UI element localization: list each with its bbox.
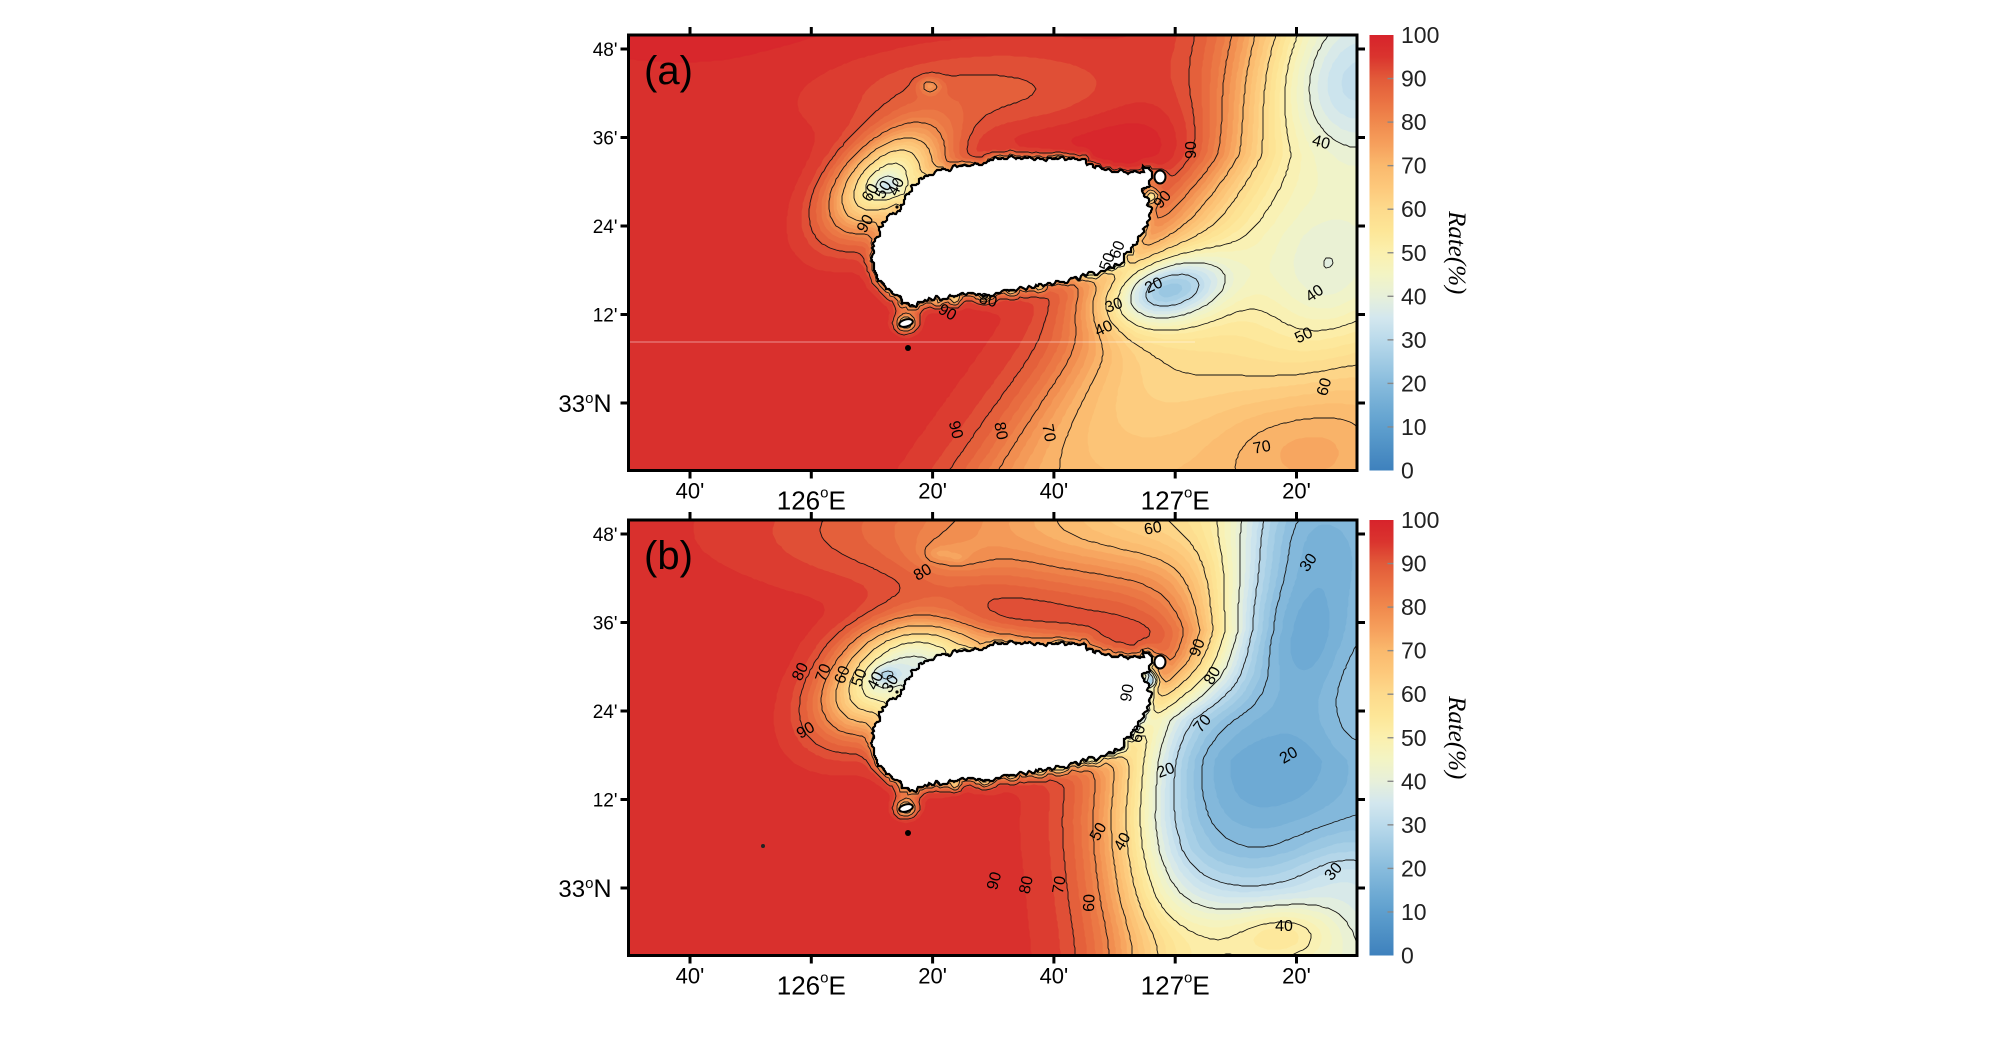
svg-text:90: 90: [935, 301, 959, 325]
svg-text:50: 50: [849, 667, 871, 690]
svg-text:60: 60: [832, 664, 854, 687]
svg-text:60: 60: [1401, 196, 1427, 222]
svg-text:70: 70: [1038, 423, 1058, 444]
svg-text:40: 40: [1310, 132, 1332, 153]
svg-text:(a): (a): [644, 49, 693, 93]
svg-text:50: 50: [1292, 324, 1315, 347]
svg-text:50: 50: [1097, 251, 1119, 274]
svg-text:100: 100: [1401, 22, 1439, 48]
svg-text:0: 0: [1401, 458, 1414, 484]
svg-text:50: 50: [872, 178, 896, 202]
svg-text:33oN: 33oN: [558, 390, 611, 418]
svg-text:50: 50: [1401, 725, 1427, 751]
svg-text:12': 12': [593, 306, 618, 327]
svg-text:20: 20: [1155, 760, 1178, 782]
svg-text:40: 40: [1275, 918, 1293, 935]
svg-text:48': 48': [593, 525, 618, 546]
svg-text:70: 70: [1252, 438, 1273, 458]
svg-text:20': 20': [918, 964, 947, 989]
svg-text:90: 90: [945, 419, 966, 441]
svg-text:40': 40': [676, 964, 705, 989]
svg-text:20: 20: [1401, 370, 1427, 396]
svg-text:90: 90: [794, 719, 818, 743]
svg-text:20': 20': [918, 479, 947, 504]
svg-text:70: 70: [1401, 638, 1427, 664]
svg-text:30: 30: [1401, 812, 1427, 838]
svg-text:30: 30: [879, 672, 903, 696]
svg-text:40: 40: [864, 669, 887, 692]
svg-text:127oE: 127oE: [1141, 485, 1210, 516]
svg-text:33oN: 33oN: [558, 875, 611, 903]
svg-text:100: 100: [1401, 507, 1439, 533]
svg-text:36': 36': [593, 129, 618, 150]
svg-text:40: 40: [885, 175, 908, 198]
svg-text:20': 20': [1282, 479, 1311, 504]
svg-text:80: 80: [977, 290, 999, 311]
svg-text:60: 60: [859, 181, 883, 205]
svg-text:40': 40': [1040, 964, 1069, 989]
svg-text:60: 60: [1143, 519, 1164, 539]
svg-text:24': 24': [593, 702, 618, 723]
svg-text:40: 40: [1092, 317, 1115, 340]
svg-text:60: 60: [1128, 723, 1149, 745]
svg-text:10: 10: [1401, 899, 1427, 925]
svg-text:Rate(%): Rate(%): [1443, 695, 1470, 779]
svg-text:30: 30: [1103, 295, 1126, 317]
svg-text:80: 80: [789, 660, 812, 683]
svg-text:0: 0: [1401, 943, 1414, 969]
svg-text:40: 40: [1401, 768, 1427, 794]
svg-text:90: 90: [1118, 683, 1138, 704]
svg-text:40: 40: [1401, 283, 1427, 309]
svg-text:80: 80: [1017, 874, 1037, 895]
svg-text:10: 10: [1401, 414, 1427, 440]
svg-text:90: 90: [1187, 637, 1209, 660]
svg-text:80: 80: [911, 561, 935, 585]
svg-text:80: 80: [990, 421, 1010, 442]
svg-text:20: 20: [1277, 744, 1301, 768]
svg-text:90: 90: [854, 212, 878, 236]
svg-text:70: 70: [1050, 875, 1070, 896]
svg-text:48': 48': [593, 40, 618, 61]
svg-text:60: 60: [1401, 681, 1427, 707]
svg-text:80: 80: [1201, 664, 1225, 688]
svg-text:40': 40': [676, 479, 705, 504]
svg-text:90: 90: [984, 870, 1005, 892]
svg-text:90: 90: [1401, 66, 1427, 92]
svg-text:60: 60: [1107, 239, 1129, 262]
svg-text:40: 40: [1111, 830, 1135, 854]
svg-text:20: 20: [1142, 274, 1165, 297]
svg-text:60: 60: [1314, 376, 1335, 398]
svg-text:30: 30: [1401, 327, 1427, 353]
svg-text:(b): (b): [644, 534, 693, 578]
svg-text:126oE: 126oE: [777, 485, 846, 516]
svg-text:50: 50: [1087, 820, 1111, 844]
svg-text:80: 80: [1401, 594, 1427, 620]
svg-text:70: 70: [1401, 153, 1427, 179]
svg-text:50: 50: [1401, 240, 1427, 266]
svg-text:20': 20': [1282, 964, 1311, 989]
svg-text:40': 40': [1040, 479, 1069, 504]
svg-text:126oE: 126oE: [777, 970, 846, 1001]
svg-text:24': 24': [593, 217, 618, 238]
svg-text:70: 70: [813, 662, 835, 685]
svg-text:90: 90: [1183, 141, 1200, 159]
svg-text:80: 80: [1401, 109, 1427, 135]
svg-text:Rate(%): Rate(%): [1443, 210, 1470, 294]
svg-text:12': 12': [593, 791, 618, 812]
svg-text:60: 60: [1081, 894, 1099, 912]
svg-text:36': 36': [593, 614, 618, 635]
svg-text:20: 20: [1401, 855, 1427, 881]
svg-text:90: 90: [1401, 551, 1427, 577]
svg-text:127oE: 127oE: [1141, 970, 1210, 1001]
